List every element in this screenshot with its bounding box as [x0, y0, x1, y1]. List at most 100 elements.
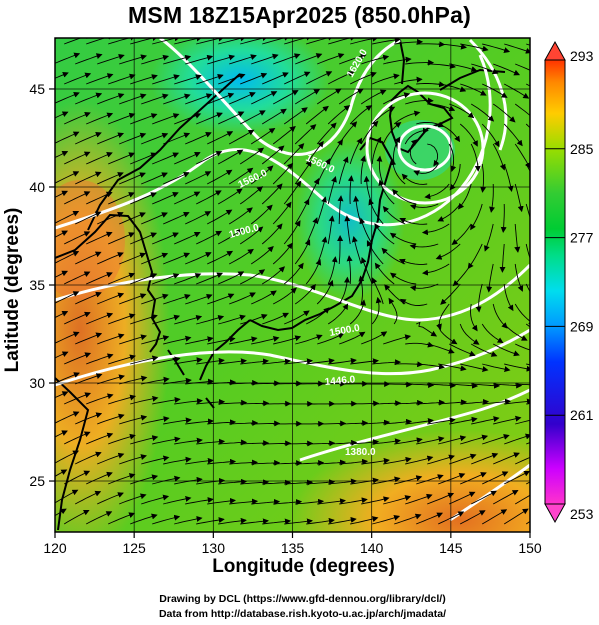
- streamline: [427, 143, 440, 167]
- streamline: [416, 512, 444, 525]
- streamline: [481, 123, 500, 148]
- streamline: [457, 183, 472, 210]
- streamline: [449, 163, 461, 191]
- streamline: [339, 458, 369, 465]
- streamline: [86, 432, 114, 445]
- streamline: [55, 508, 67, 517]
- streamline: [239, 269, 266, 285]
- streamline: [427, 492, 455, 505]
- streamline: [273, 335, 302, 345]
- streamline: [372, 400, 402, 407]
- colorbar-tick-label: 269: [570, 318, 594, 334]
- streamline: [152, 436, 181, 445]
- streamline: [272, 162, 294, 185]
- streamline: [515, 419, 530, 425]
- streamline: [55, 131, 80, 144]
- x-tick-label: 135: [281, 540, 305, 556]
- streamline: [119, 172, 146, 185]
- streamline: [174, 232, 201, 245]
- streamline: [481, 323, 504, 344]
- streamline: [174, 357, 203, 365]
- streamline: [398, 258, 428, 265]
- streamline: [174, 152, 201, 165]
- streamline: [174, 273, 202, 285]
- streamline: [240, 400, 270, 407]
- streamline: [482, 471, 509, 485]
- streamline: [217, 149, 244, 165]
- streamline: [328, 439, 358, 446]
- streamline: [239, 226, 264, 245]
- streamline: [196, 151, 223, 165]
- streamline: [130, 474, 159, 485]
- streamline: [218, 517, 247, 525]
- streamline: [55, 251, 80, 264]
- streamline: [55, 411, 80, 424]
- streamline: [317, 459, 347, 466]
- streamline: [75, 171, 102, 185]
- streamline: [525, 163, 530, 172]
- streamline: [404, 127, 429, 145]
- streamline: [64, 151, 91, 165]
- streamline: [500, 203, 507, 233]
- streamline: [55, 111, 69, 119]
- streamline: [174, 437, 203, 445]
- streamline: [63, 509, 90, 525]
- streamline: [327, 105, 351, 125]
- streamline: [261, 145, 285, 165]
- streamline: [174, 74, 202, 85]
- streamline: [207, 92, 235, 105]
- streamline: [394, 38, 424, 45]
- streamline: [305, 140, 324, 165]
- streamline: [482, 434, 510, 445]
- streamline: [108, 313, 136, 325]
- streamline: [405, 381, 435, 388]
- streamline: [382, 92, 411, 105]
- streamline: [63, 191, 91, 205]
- streamline: [250, 165, 274, 185]
- streamline: [207, 293, 235, 305]
- streamline: [405, 97, 434, 105]
- streamline: [294, 124, 317, 145]
- streamline: [394, 76, 423, 85]
- streamline: [339, 331, 366, 345]
- streamline: [383, 334, 412, 345]
- streamline: [295, 459, 325, 466]
- streamline: [351, 236, 362, 265]
- streamline: [383, 456, 412, 465]
- streamline: [503, 470, 530, 485]
- streamline: [409, 139, 418, 165]
- streamline: [75, 92, 103, 105]
- streamline: [239, 147, 265, 165]
- streamline: [97, 53, 125, 65]
- streamline: [217, 229, 244, 245]
- x-tick-label: 145: [439, 540, 463, 556]
- streamline: [55, 91, 80, 104]
- streamline: [438, 43, 467, 50]
- streamline: [327, 256, 338, 285]
- streamline: [97, 333, 125, 345]
- streamline: [306, 517, 335, 525]
- streamline: [163, 93, 191, 105]
- streamline: [108, 73, 136, 85]
- colorbar-tick-label: 285: [570, 141, 594, 157]
- streamline: [152, 273, 180, 285]
- streamline: [141, 455, 170, 465]
- streamline: [141, 172, 168, 185]
- streamline: [97, 292, 125, 305]
- streamline: [119, 252, 147, 265]
- streamline: [240, 518, 269, 525]
- streamline: [74, 490, 102, 505]
- streamline: [163, 495, 192, 505]
- streamline: [328, 478, 357, 485]
- streamline: [174, 112, 202, 125]
- streamline: [306, 358, 335, 365]
- colorbar-tick-label: 277: [570, 230, 594, 246]
- streamline: [328, 357, 357, 365]
- streamline: [228, 207, 253, 225]
- streamline: [284, 71, 311, 85]
- streamline: [240, 440, 270, 447]
- streamline: [284, 479, 314, 486]
- streamline: [438, 473, 466, 485]
- streamline: [196, 272, 224, 285]
- streamline: [470, 343, 498, 357]
